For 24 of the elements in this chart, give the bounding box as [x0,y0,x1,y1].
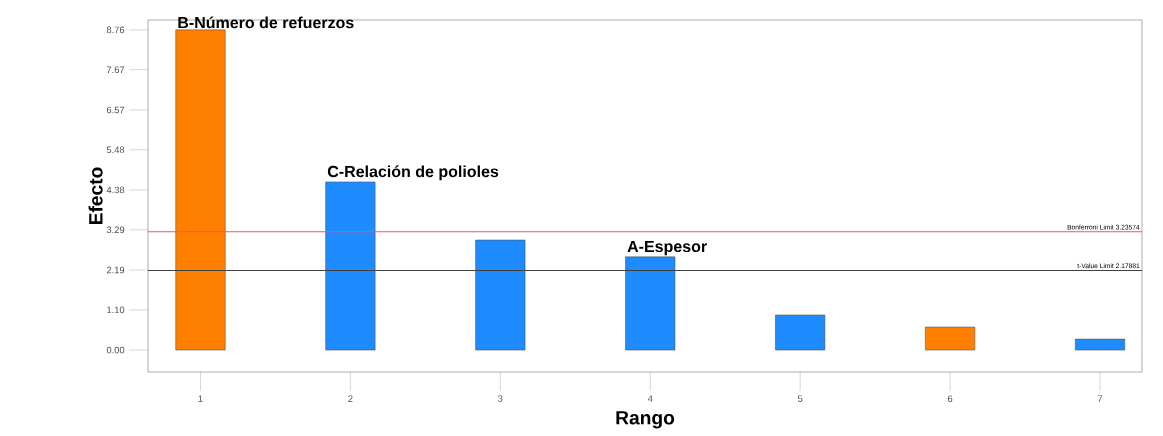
annotation: C-Relación de polioles [327,165,499,181]
x-tick-label: 4 [647,395,653,402]
y-tick-label: 0.00 [106,346,125,354]
y-tick-label: 3.29 [106,226,125,234]
x-tick-label: 6 [947,395,953,402]
y-axis-title: Efecto [88,167,103,225]
annotation: B-Número de refuerzos [178,16,354,29]
y-tick-label: 5.48 [106,146,125,154]
x-tick-label: 1 [198,395,203,402]
x-axis-title: Rango [616,411,675,429]
y-tick-label: 2.19 [106,266,125,274]
x-tick-label: 7 [1097,395,1103,402]
y-tick-label: 1.10 [107,306,125,314]
x-tick-label: 5 [797,395,803,402]
x-tick-label: 2 [348,395,353,402]
y-tick-label: 6.57 [106,106,125,114]
y-tick-label: 7.67 [106,66,125,74]
y-tick-label: 4.38 [106,186,125,194]
annotation: A-Espesor [627,240,707,256]
y-tick-label: 8.76 [106,26,125,34]
x-tick-label: 3 [498,395,503,402]
bar [1075,338,1126,351]
bar [775,314,826,351]
bar [925,326,976,351]
